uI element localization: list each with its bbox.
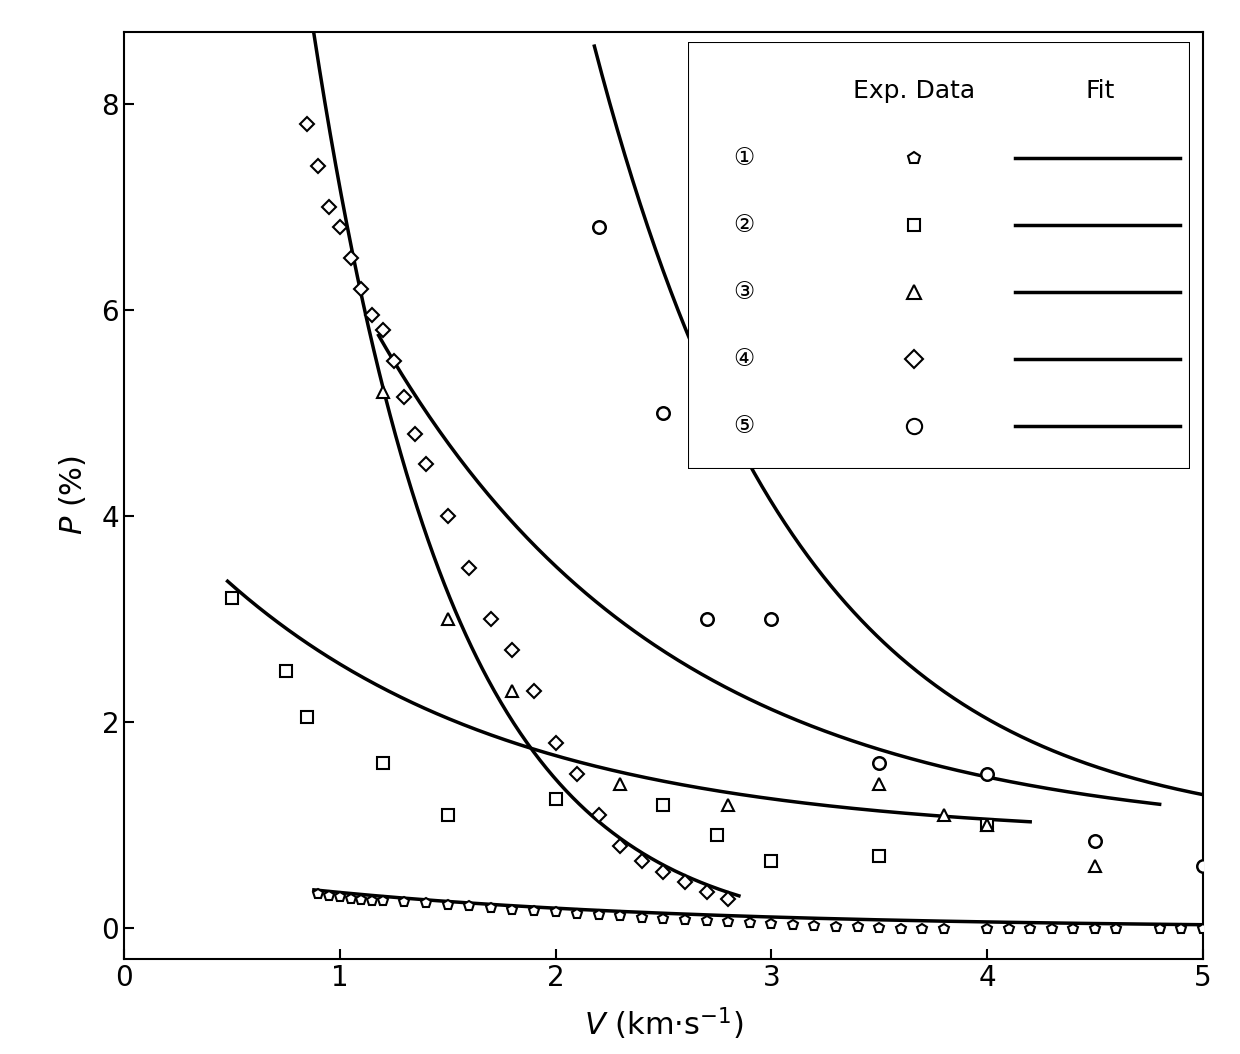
Text: ④: ④	[733, 347, 754, 371]
X-axis label: $\mathit{V}$ (km·s$^{-1}$): $\mathit{V}$ (km·s$^{-1}$)	[584, 1006, 743, 1042]
Text: ③: ③	[733, 280, 754, 305]
Y-axis label: $\mathit{P}$ (%): $\mathit{P}$ (%)	[57, 455, 88, 535]
Text: ⑤: ⑤	[733, 414, 754, 438]
Text: Fit: Fit	[1085, 79, 1115, 103]
Text: Exp. Data: Exp. Data	[853, 79, 975, 103]
Text: ②: ②	[733, 213, 754, 237]
Text: ①: ①	[733, 147, 754, 170]
